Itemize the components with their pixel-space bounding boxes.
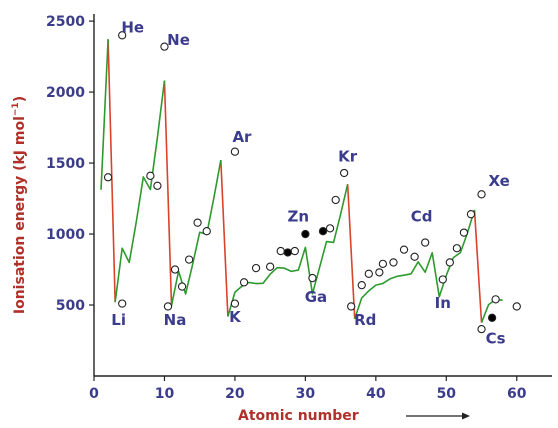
period-line	[114, 80, 166, 303]
element-label: Kr	[338, 148, 358, 166]
data-markers	[103, 31, 521, 334]
y-tick-label: 1000	[46, 227, 85, 243]
period-line	[170, 159, 222, 306]
element-label: Cd	[411, 207, 433, 225]
element-label: Li	[111, 311, 126, 329]
data-point	[325, 224, 335, 233]
element-label: In	[435, 294, 451, 312]
data-point	[290, 246, 299, 256]
period-line	[353, 209, 476, 320]
y-tick-label: 1500	[46, 156, 85, 172]
element-label: He	[121, 18, 144, 36]
data-point	[512, 302, 521, 311]
data-point	[477, 325, 486, 334]
data-point	[459, 228, 469, 237]
data-point-filled	[301, 229, 310, 239]
data-point	[103, 173, 113, 182]
data-point	[378, 259, 388, 269]
element-label: Na	[164, 311, 187, 329]
data-point	[339, 168, 349, 178]
element-label: Zn	[288, 207, 310, 225]
y-tick-label: 500	[56, 298, 85, 314]
data-point-filled	[318, 227, 328, 236]
x-tick-label: 60	[507, 386, 527, 402]
data-point	[445, 258, 454, 267]
data-point	[163, 302, 173, 311]
period-line	[100, 39, 109, 190]
data-point	[118, 31, 127, 40]
data-point	[421, 238, 430, 247]
element-labels: He Li Ne Na Ar K Zn Ga Kr Rd Cd In Xe Cs	[111, 18, 510, 347]
data-point	[399, 245, 409, 254]
drop-line	[107, 39, 116, 303]
data-point	[410, 252, 419, 261]
data-point	[308, 273, 317, 283]
data-point	[389, 258, 398, 267]
y-tick-label: 2500	[46, 14, 85, 30]
data-point	[230, 147, 240, 156]
data-point	[357, 280, 366, 290]
x-tick-label: 30	[296, 386, 316, 402]
data-point	[170, 265, 180, 274]
y-axis-title: Ionisation energy (kJ mol−1)	[11, 96, 28, 314]
data-point	[230, 299, 240, 308]
data-point	[193, 218, 202, 227]
x-tick-label: 10	[155, 386, 175, 402]
data-point	[153, 181, 162, 190]
drop-line	[473, 209, 483, 323]
data-point	[239, 278, 249, 287]
element-label: Rd	[354, 311, 376, 329]
drop-line	[220, 160, 229, 317]
data-point	[276, 246, 285, 256]
data-point	[118, 299, 127, 308]
data-point	[364, 269, 373, 278]
element-label: Cs	[486, 329, 506, 347]
data-point	[491, 295, 500, 304]
x-tick-label: 40	[366, 386, 386, 402]
x-tick-label: 50	[437, 386, 457, 402]
data-point	[466, 210, 476, 219]
data-point	[438, 275, 447, 284]
x-axis-title: Atomic number	[238, 408, 359, 424]
data-point-filled	[283, 248, 292, 257]
data-point	[477, 190, 486, 199]
data-point	[146, 171, 155, 180]
x-tick-label: 0	[89, 386, 99, 402]
element-label: K	[229, 308, 242, 326]
data-point	[251, 263, 261, 273]
element-label: Ga	[305, 288, 327, 306]
data-point-filled	[487, 313, 497, 322]
data-point	[347, 302, 356, 311]
data-point	[202, 227, 211, 236]
data-point	[331, 195, 340, 205]
drop-line	[346, 184, 356, 319]
data-point	[452, 244, 462, 253]
element-label: Ne	[167, 31, 190, 49]
noble-to-alkali-drop-lines	[107, 39, 483, 323]
x-axis-arrow	[406, 412, 470, 420]
y-tick-label: 2000	[46, 85, 85, 101]
element-label: Xe	[488, 172, 509, 190]
data-point	[160, 42, 169, 51]
x-tick-label: 20	[225, 386, 245, 402]
data-point	[266, 262, 275, 271]
element-label: Ar	[232, 128, 252, 146]
data-point	[184, 255, 194, 264]
axes: 0 10 20 30 40 50 60 500 1000 1500 2000 2500	[46, 14, 552, 402]
data-point	[177, 282, 187, 291]
data-point	[375, 268, 384, 277]
drop-line	[163, 80, 173, 306]
